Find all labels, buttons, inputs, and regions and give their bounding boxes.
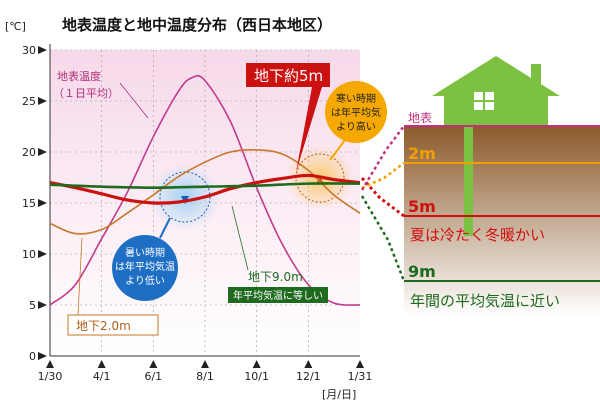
y-tick-label-4: 20 <box>22 146 36 159</box>
y-tick-marker-2 <box>38 250 47 258</box>
y-tick-marker-5 <box>38 97 47 105</box>
surface-series-label: 地表温度 <box>57 69 101 83</box>
y-tick-marker-0 <box>38 352 47 360</box>
winter-bubble <box>325 81 387 143</box>
m9-series-label: 地下9.0m <box>248 270 303 284</box>
x-tick-marker-3 <box>201 360 209 368</box>
m9-sublabel-box <box>228 287 328 303</box>
series-2m-line <box>49 149 361 235</box>
summer-bubble-pointer <box>159 217 171 239</box>
y-tick-label-6: 30 <box>22 44 36 57</box>
summer-bubble-line-2: は年平均気温 <box>115 260 175 273</box>
y-tick-marker-1 <box>38 301 47 309</box>
m5-series-label: 地下約5m <box>254 67 323 85</box>
ground-soil <box>404 126 600 316</box>
summer-bubble-line-1: 暑い時期 <box>125 247 165 259</box>
x-tick-label-6: 1/31 <box>348 370 373 383</box>
x-tick-label-2: 6/1 <box>144 370 162 383</box>
m2-series-label: 地下2.0m <box>76 319 131 333</box>
x-tick-label-1: 4/1 <box>93 370 111 383</box>
connector-5m <box>360 176 405 218</box>
x-tick-marker-2 <box>149 360 158 368</box>
series-5m-line <box>49 173 361 205</box>
x-tick-label-4: 10/1 <box>244 370 269 383</box>
y-tick-marker-4 <box>38 148 47 156</box>
winter-bubble-line-3: より高い <box>336 120 376 133</box>
winter-bubble-line-1: 寒い時期 <box>336 92 376 105</box>
surface-leader-line <box>119 82 149 119</box>
y-tick-label-0: 0 <box>29 350 36 363</box>
x-tick-label-3: 8/1 <box>196 370 214 383</box>
connector-9m <box>360 195 406 282</box>
m9-series-sublabel: 年平均気温に等しい <box>233 289 323 302</box>
m9-leader-line <box>231 205 249 271</box>
x-unit-label: [月/日] <box>322 388 356 401</box>
winter-arrow <box>316 176 324 184</box>
caption-9m: 年間の平均気温に近い <box>410 292 560 310</box>
x-axis-ticks: 1/30 4/1 6/1 8/1 10/1 12/1 1/31 <box>38 360 373 383</box>
series-9m-line <box>49 182 361 190</box>
connector-surface <box>360 125 405 191</box>
m5-label-pointer <box>296 87 322 172</box>
surface-depth-label: 地表 <box>408 111 432 125</box>
summer-bubble <box>112 235 178 301</box>
y-tick-label-1: 5 <box>29 299 36 312</box>
depth-5m-label: 5m <box>408 197 436 216</box>
winter-bubble-pointer <box>329 139 346 161</box>
y-axis-ticks: 0 5 10 15 20 25 30 <box>22 44 47 363</box>
chart-title: 地表温度と地中温度分布（西日本地区） <box>62 16 332 34</box>
house-icon <box>432 56 560 236</box>
x-tick-marker-4 <box>252 360 261 368</box>
y-tick-label-2: 10 <box>22 248 36 261</box>
summer-bubble-line-3: より低い <box>125 274 165 287</box>
y-tick-marker-3 <box>38 199 47 207</box>
y-tick-marker-6 <box>38 46 47 54</box>
y-tick-label-5: 25 <box>22 95 36 108</box>
caption-5m: 夏は冷たく冬暖かい <box>410 226 545 244</box>
x-tick-marker-6 <box>356 360 364 368</box>
connector-2m <box>361 162 405 190</box>
heat-pipe <box>464 126 473 236</box>
m5-label-box <box>246 63 330 87</box>
depth-2m-label: 2m <box>408 144 436 163</box>
x-tick-label-5: 12/1 <box>296 370 321 383</box>
series-surface-line <box>49 74 361 306</box>
m2-label-box <box>67 314 159 336</box>
winter-bubble-line-2: は年平均気 <box>331 106 381 119</box>
x-tick-label-0: 1/30 <box>38 370 63 383</box>
series-layer <box>49 74 361 306</box>
x-tick-marker-0 <box>46 360 54 368</box>
x-tick-marker-1 <box>97 360 106 368</box>
y-tick-label-3: 15 <box>22 197 36 210</box>
surface-series-sublabel: （１日平均） <box>53 87 119 100</box>
y-unit-label: [℃] <box>5 20 26 33</box>
x-tick-marker-5 <box>304 360 313 368</box>
winter-dotted-circle <box>295 153 345 203</box>
m2-leader-line <box>77 237 83 316</box>
depth-9m-label: 9m <box>408 262 436 281</box>
